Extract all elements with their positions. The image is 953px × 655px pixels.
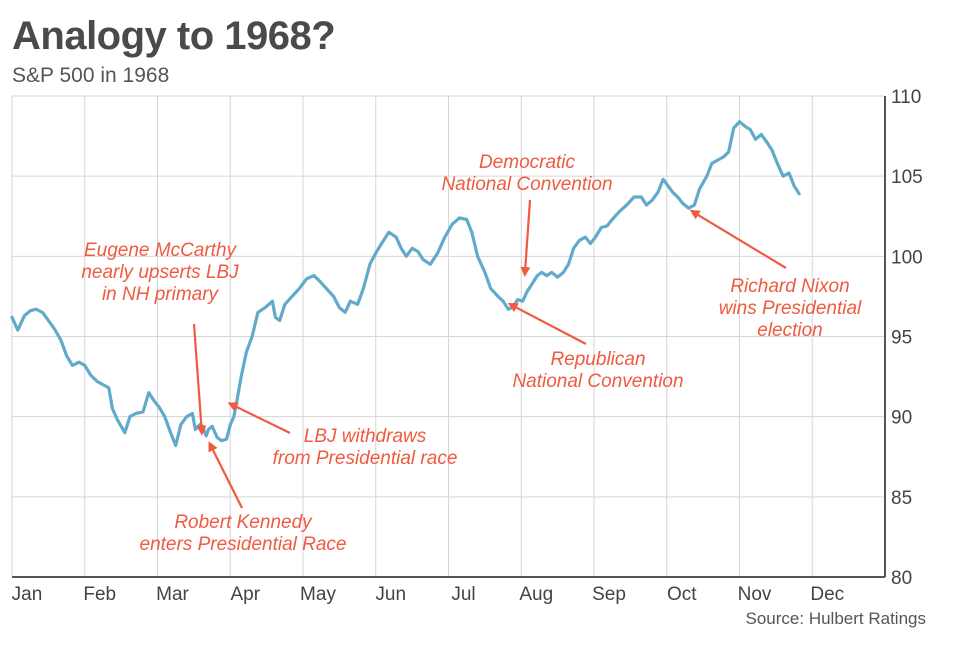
annotation-line: nearly upserts LBJ [81, 262, 239, 283]
x-tick-label: Jan [12, 584, 43, 605]
annotation-line: from Presidential race [273, 448, 458, 469]
annotation-label: Robert Kennedy enters Presidential Race [140, 512, 347, 555]
y-tick-label: 95 [891, 328, 912, 349]
annotation-label: Democratic National Convention [441, 152, 612, 195]
chart-subtitle: S&P 500 in 1968 [12, 64, 170, 87]
annotation-label: LBJ withdraws from Presidential race [273, 426, 458, 469]
y-tick-label: 100 [891, 247, 923, 268]
axes: 80 85 90 95 100 105 110 Jan Feb Mar Apr May Jun Jul Au… [12, 87, 923, 605]
y-tick-label: 85 [891, 488, 912, 509]
annotation-line: National Convention [512, 371, 683, 392]
annotation-line: Republican [550, 349, 645, 370]
grid [11, 95, 886, 577]
series-layer [10, 120, 801, 448]
annotation-label: Eugene McCarthy nearly upserts LBJ in NH p… [81, 240, 239, 305]
y-tick-label: 105 [891, 167, 923, 188]
chart-title: Analogy to 1968? [12, 14, 336, 58]
x-tick-label: Feb [83, 584, 116, 605]
x-tick-label: Dec [810, 584, 844, 605]
annotation-line: National Convention [441, 174, 612, 195]
annotations: Eugene McCarthy nearly upserts LBJ in NH p… [81, 152, 862, 555]
y-tick-label: 80 [891, 568, 912, 589]
annotation-arrow [689, 209, 787, 269]
series-line-sp500 [10, 120, 801, 448]
annotation-arrow [520, 199, 532, 277]
x-tick-label: Jul [451, 584, 475, 605]
x-tick-label: Nov [738, 584, 772, 605]
annotation-label: Richard Nixon wins Presidential election [719, 276, 862, 341]
annotation-arrow [208, 441, 243, 509]
annotation-line: in NH primary [102, 284, 220, 305]
annotation-line: Richard Nixon [730, 276, 849, 297]
y-tick-label: 90 [891, 408, 912, 429]
x-tick-label: Jun [375, 584, 406, 605]
annotation-line: Eugene McCarthy [84, 240, 238, 261]
x-tick-label: Mar [156, 584, 189, 605]
annotation-line: wins Presidential [719, 298, 862, 319]
chart-source: Source: Hulbert Ratings [745, 609, 926, 628]
annotation-line: Robert Kennedy [174, 512, 313, 533]
x-tick-label: Apr [230, 584, 260, 605]
annotation-arrow [227, 402, 291, 434]
annotation-line: enters Presidential Race [140, 534, 347, 555]
x-tick-label: Sep [592, 584, 626, 605]
x-tick-label: May [300, 584, 336, 605]
annotation-line: LBJ withdraws [304, 426, 427, 447]
x-tick-label: Oct [667, 584, 697, 605]
x-tick-label: Aug [519, 584, 553, 605]
y-tick-label: 110 [891, 87, 921, 108]
annotation-line: Democratic [479, 152, 576, 173]
annotation-label: Republican National Convention [512, 349, 683, 392]
annotation-line: election [757, 320, 823, 341]
annotation-arrow [507, 303, 587, 345]
annotation-arrow [192, 323, 207, 436]
